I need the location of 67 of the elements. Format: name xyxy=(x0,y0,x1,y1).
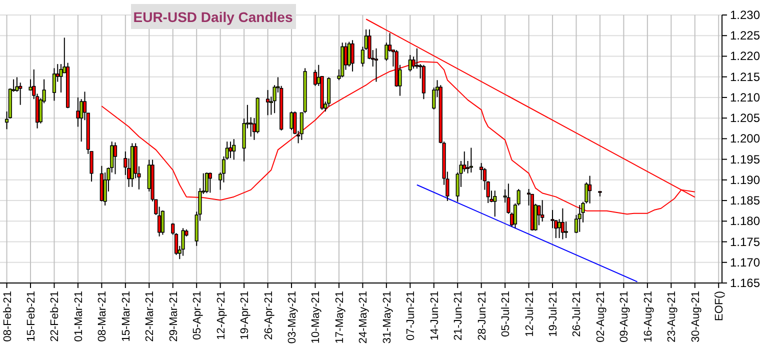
x-tick-label: 12-Jul-21 xyxy=(524,291,536,337)
candlestick xyxy=(560,208,564,240)
x-tick-label: EOF() xyxy=(714,291,726,321)
x-tick-label: 10-May-21 xyxy=(310,291,322,344)
y-tick-label: 1.195 xyxy=(730,152,760,166)
x-tick-label: 22-Mar-21 xyxy=(144,291,156,342)
candlestick xyxy=(228,141,232,159)
candlestick xyxy=(493,190,497,218)
x-tick-label: 08-Feb-21 xyxy=(2,291,14,342)
candlestick xyxy=(350,40,354,72)
candlestick xyxy=(469,147,473,173)
candlestick xyxy=(204,172,209,194)
y-tick-label: 1.180 xyxy=(730,214,760,228)
y-tick-label: 1.165 xyxy=(730,276,760,290)
x-tick-label: 26-Jul-21 xyxy=(571,291,584,337)
x-tick-label: 23-Aug-21 xyxy=(666,291,678,342)
y-tick-label: 1.215 xyxy=(730,70,760,84)
x-tick-label: 09-Aug-21 xyxy=(618,291,631,342)
candlestick xyxy=(266,90,270,116)
y-tick-label: 1.200 xyxy=(730,132,760,146)
x-tick-label: 28-Jun-21 xyxy=(476,291,488,341)
candlestick xyxy=(232,138,236,160)
candlestick xyxy=(76,96,80,128)
candlestick xyxy=(313,69,318,86)
candlestick xyxy=(113,142,118,175)
x-tick-label: 16-Aug-21 xyxy=(642,291,654,342)
x-tick-label: 19-Apr-21 xyxy=(239,291,252,340)
candlestick xyxy=(290,110,294,131)
x-tick-label: 05-Apr-21 xyxy=(192,291,204,340)
x-tick-label: 19-Jul-21 xyxy=(548,291,560,337)
x-tick-label: 14-Jun-21 xyxy=(428,291,441,341)
x-tick-label: 05-Jul-21 xyxy=(500,291,512,337)
y-tick-label: 1.185 xyxy=(730,194,760,208)
y-tick-label: 1.220 xyxy=(730,49,760,64)
candlestick xyxy=(249,116,253,138)
x-tick-label: 15-Feb-21 xyxy=(26,291,38,342)
candlestick xyxy=(462,150,466,172)
y-tick-label: 1.175 xyxy=(730,234,760,249)
chart-title: EUR-USD Daily Candles xyxy=(133,9,293,25)
x-tick-label: 17-May-21 xyxy=(334,291,346,344)
y-tick-label: 1.210 xyxy=(730,90,760,104)
x-tick-label: 22-Feb-21 xyxy=(49,291,62,342)
x-tick-label: 15-Mar-21 xyxy=(120,291,132,342)
candlestick xyxy=(540,200,544,222)
y-tick-label: 1.170 xyxy=(730,255,760,270)
x-tick-label: 24-May-21 xyxy=(358,291,370,344)
candlestick xyxy=(208,172,212,194)
x-tick-label: 26-Apr-21 xyxy=(262,291,275,340)
x-tick-label: 08-Mar-21 xyxy=(96,291,109,342)
x-tick-label: 02-Aug-21 xyxy=(594,291,607,342)
x-tick-label: 31-May-21 xyxy=(381,291,394,344)
y-tick-label: 1.205 xyxy=(730,111,760,126)
x-tick-label: 07-Jun-21 xyxy=(405,291,418,341)
x-tick-label: 03-May-21 xyxy=(286,291,299,344)
x-tick-label: 12-Apr-21 xyxy=(215,291,228,340)
x-tick-label: 21-Jun-21 xyxy=(452,291,465,341)
candlestick xyxy=(160,210,165,236)
y-tick-label: 1.225 xyxy=(730,28,760,43)
y-tick-label: 1.230 xyxy=(730,8,760,22)
x-tick-label: 29-Mar-21 xyxy=(168,291,180,342)
x-tick-label: 30-Aug-21 xyxy=(690,291,702,342)
candlestick xyxy=(588,175,592,204)
candlestick xyxy=(557,218,562,239)
candlestick xyxy=(181,228,185,256)
x-tick-label: 01-Mar-21 xyxy=(72,291,85,342)
y-tick-label: 1.190 xyxy=(730,172,760,187)
candlestick xyxy=(578,204,582,232)
